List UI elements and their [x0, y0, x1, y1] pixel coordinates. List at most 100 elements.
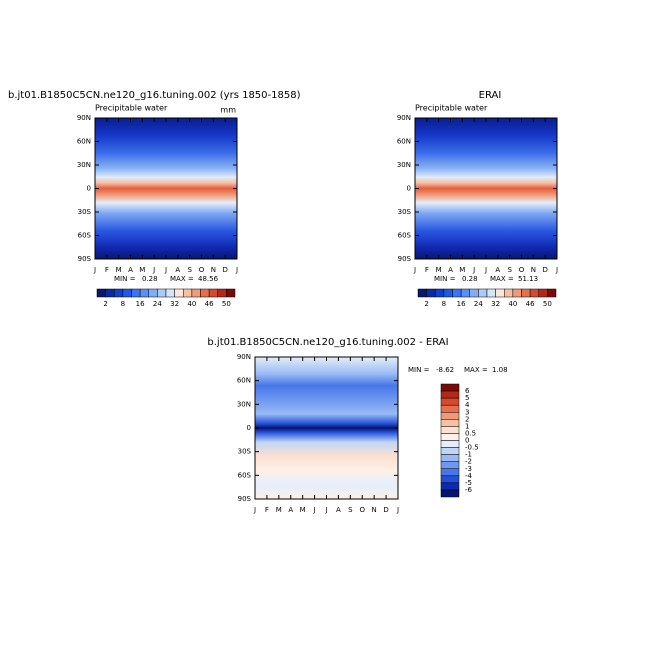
x-tick-label: J [396, 506, 399, 514]
y-tick-label: 30S [238, 448, 252, 456]
y-tick-label: 60S [398, 232, 412, 240]
colorbar-label: 4 [465, 401, 470, 409]
y-tick-label: 60S [238, 471, 252, 479]
x-tick-label: O [519, 266, 525, 274]
x-tick-label: A [288, 506, 293, 514]
colorbar-box [538, 288, 548, 298]
colorbar-label: 2 [424, 300, 428, 308]
colorbar-box [165, 288, 175, 298]
x-tick-label: A [336, 506, 341, 514]
x-tick-label: S [507, 266, 512, 274]
colorbar-box [547, 288, 557, 298]
colorbar-box [440, 390, 460, 399]
colorbar-label: 50 [222, 300, 231, 308]
x-tick-label: A [175, 266, 180, 274]
colorbar-box [440, 482, 460, 491]
colorbar-box [440, 412, 460, 420]
colorbar-label: 16 [457, 300, 466, 308]
colorbar-label: -5 [465, 479, 472, 487]
y-tick-label: 60N [77, 138, 91, 146]
x-tick-label: M [300, 506, 306, 514]
stat: MIN = [114, 275, 136, 283]
y-tick-label: 90S [238, 495, 252, 503]
stat: MIN = [408, 366, 430, 374]
x-tick-label: D [542, 266, 547, 274]
colorbar-box [440, 433, 460, 441]
colorbar-box [460, 288, 470, 298]
stat: 51.13 [518, 275, 538, 283]
panel-title: b.jt01.B1850C5CN.ne120_g16.tuning.002 - … [207, 337, 448, 348]
colorbar-box [440, 397, 460, 406]
stat: 0.28 [462, 275, 478, 283]
colorbar-box [131, 288, 141, 298]
colorbar-box [486, 288, 496, 298]
colorbar-box [495, 288, 505, 298]
colorbar-label: 46 [205, 300, 214, 308]
colorbar-box [440, 475, 460, 484]
colorbar-box [417, 288, 427, 298]
colorbar-box [440, 489, 460, 498]
y-tick-label: 0 [87, 185, 91, 193]
x-tick-label: A [495, 266, 500, 274]
x-tick-label: S [187, 266, 192, 274]
colorbar-label: 0 [465, 437, 469, 445]
colorbar-box [208, 288, 218, 298]
x-tick-label: J [93, 266, 96, 274]
y-tick-label: 60S [78, 232, 92, 240]
colorbar-label: 2 [103, 300, 107, 308]
x-tick-label: A [448, 266, 453, 274]
colorbar-box [426, 288, 436, 298]
x-tick-label: N [531, 266, 536, 274]
colorbar-label: 40 [187, 300, 196, 308]
x-tick-label: F [265, 506, 269, 514]
x-tick-label: A [128, 266, 133, 274]
y-tick-label: 90N [237, 353, 251, 361]
x-tick-label: M [139, 266, 145, 274]
y-tick-label: 30S [398, 208, 412, 216]
colorbar-box [122, 288, 132, 298]
units: mm [220, 106, 236, 115]
x-tick-label: J [324, 506, 327, 514]
colorbar-label: 5 [465, 394, 469, 402]
y-tick-label: 30N [237, 400, 251, 408]
colorbar-label: 8 [442, 300, 446, 308]
colorbar-box [435, 288, 445, 298]
colorbar-label: 24 [474, 300, 483, 308]
colorbar-box [114, 288, 124, 298]
colorbar-box [191, 288, 201, 298]
y-tick-label: 90N [77, 114, 91, 122]
colorbar-label: -0.5 [465, 444, 479, 452]
colorbar-label: 2 [465, 415, 469, 423]
stat: MIN = [434, 275, 456, 283]
y-tick-label: 30S [78, 208, 92, 216]
panel-title: ERAI [479, 90, 502, 101]
colorbar-label: -1 [465, 451, 472, 459]
y-tick-label: 90S [78, 255, 92, 263]
x-tick-label: M [276, 506, 282, 514]
colorbar-label: 46 [526, 300, 535, 308]
x-tick-label: J [413, 266, 416, 274]
x-tick-label: F [425, 266, 429, 274]
x-tick-label: M [116, 266, 122, 274]
colorbar-box [504, 288, 514, 298]
colorbar-box [440, 461, 460, 469]
colorbar-box [200, 288, 210, 298]
colorbar-label: 32 [491, 300, 500, 308]
colorbar-box [440, 447, 460, 455]
colorbar-label: 24 [153, 300, 162, 308]
stat: -8.62 [436, 366, 454, 374]
x-tick-label: M [436, 266, 442, 274]
y-tick-label: 90S [398, 255, 412, 263]
colorbar-box [443, 288, 453, 298]
colorbar-label: 3 [465, 408, 469, 416]
colorbar-box [478, 288, 488, 298]
stat: 1.08 [492, 366, 508, 374]
x-tick-label: J [152, 266, 155, 274]
stat: MAX = [490, 275, 514, 283]
colorbar-label: -6 [465, 486, 473, 494]
stat: 0.28 [142, 275, 158, 283]
y-tick-label: 30N [77, 161, 91, 169]
panel-subtitle: Precipitable water [95, 104, 168, 113]
colorbar-box [440, 468, 460, 477]
